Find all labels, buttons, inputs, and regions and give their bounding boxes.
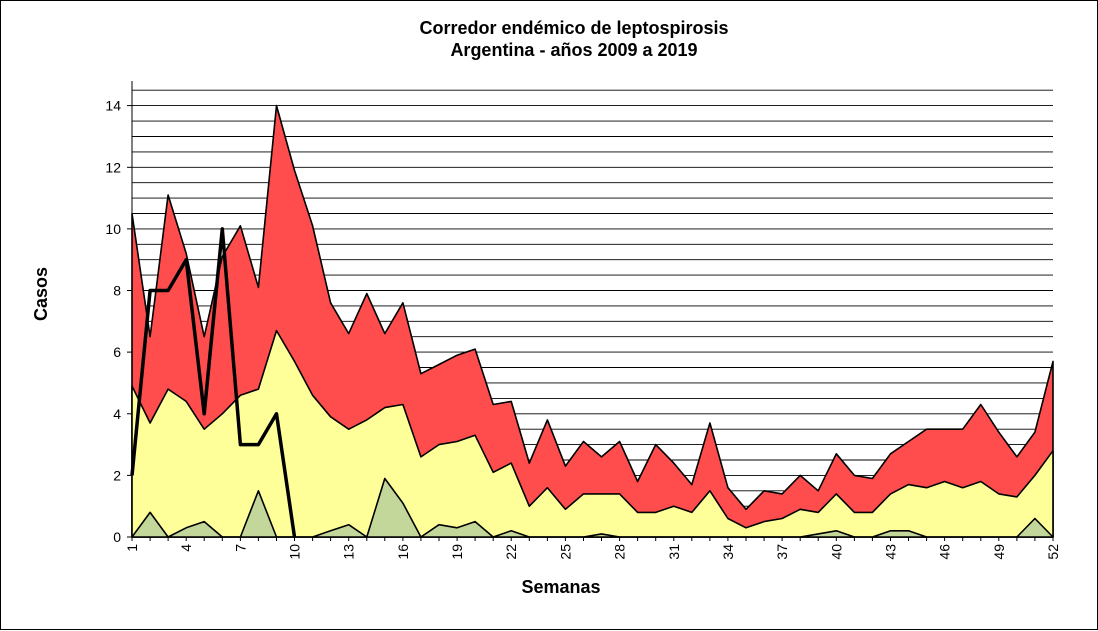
- x-tick-label: 37: [774, 544, 790, 560]
- y-tick-label: 14: [105, 98, 121, 114]
- chart-title: Corredor endémico de leptospirosis: [419, 18, 728, 38]
- x-tick-label: 13: [341, 544, 357, 560]
- y-tick-label: 10: [105, 221, 121, 237]
- x-tick-label: 46: [937, 544, 953, 560]
- y-tick-label: 12: [105, 159, 121, 175]
- x-tick-label: 25: [557, 544, 573, 560]
- y-tick-label: 6: [113, 344, 121, 360]
- series-safety-area: [131, 329, 1054, 538]
- x-tick-label: 1: [124, 544, 140, 552]
- chart-subtitle: Argentina - años 2009 a 2019: [450, 40, 697, 60]
- series-current-year-line: [130, 227, 297, 538]
- y-tick-label: 8: [113, 283, 121, 299]
- x-tick-label: 52: [1045, 544, 1061, 560]
- x-tick-label: 22: [503, 544, 519, 560]
- x-tick-label: 34: [720, 544, 736, 560]
- y-tick-label: 2: [113, 467, 121, 483]
- x-tick-label: 28: [612, 544, 628, 560]
- x-tick-label: 49: [991, 544, 1007, 560]
- x-tick-label: 19: [449, 544, 465, 560]
- y-axis-title: Casos: [31, 267, 51, 321]
- y-tick-label: 4: [113, 406, 121, 422]
- y-tick-label: 0: [113, 529, 121, 545]
- x-tick-label: 43: [882, 544, 898, 560]
- x-tick-label: 31: [666, 544, 682, 560]
- x-tick-label: 10: [287, 544, 303, 560]
- x-tick-label: 4: [178, 544, 194, 552]
- x-tick-label: 40: [828, 544, 844, 560]
- x-tick-label: 7: [232, 544, 248, 552]
- x-tick-label: 16: [395, 544, 411, 560]
- x-axis-title: Semanas: [521, 577, 600, 597]
